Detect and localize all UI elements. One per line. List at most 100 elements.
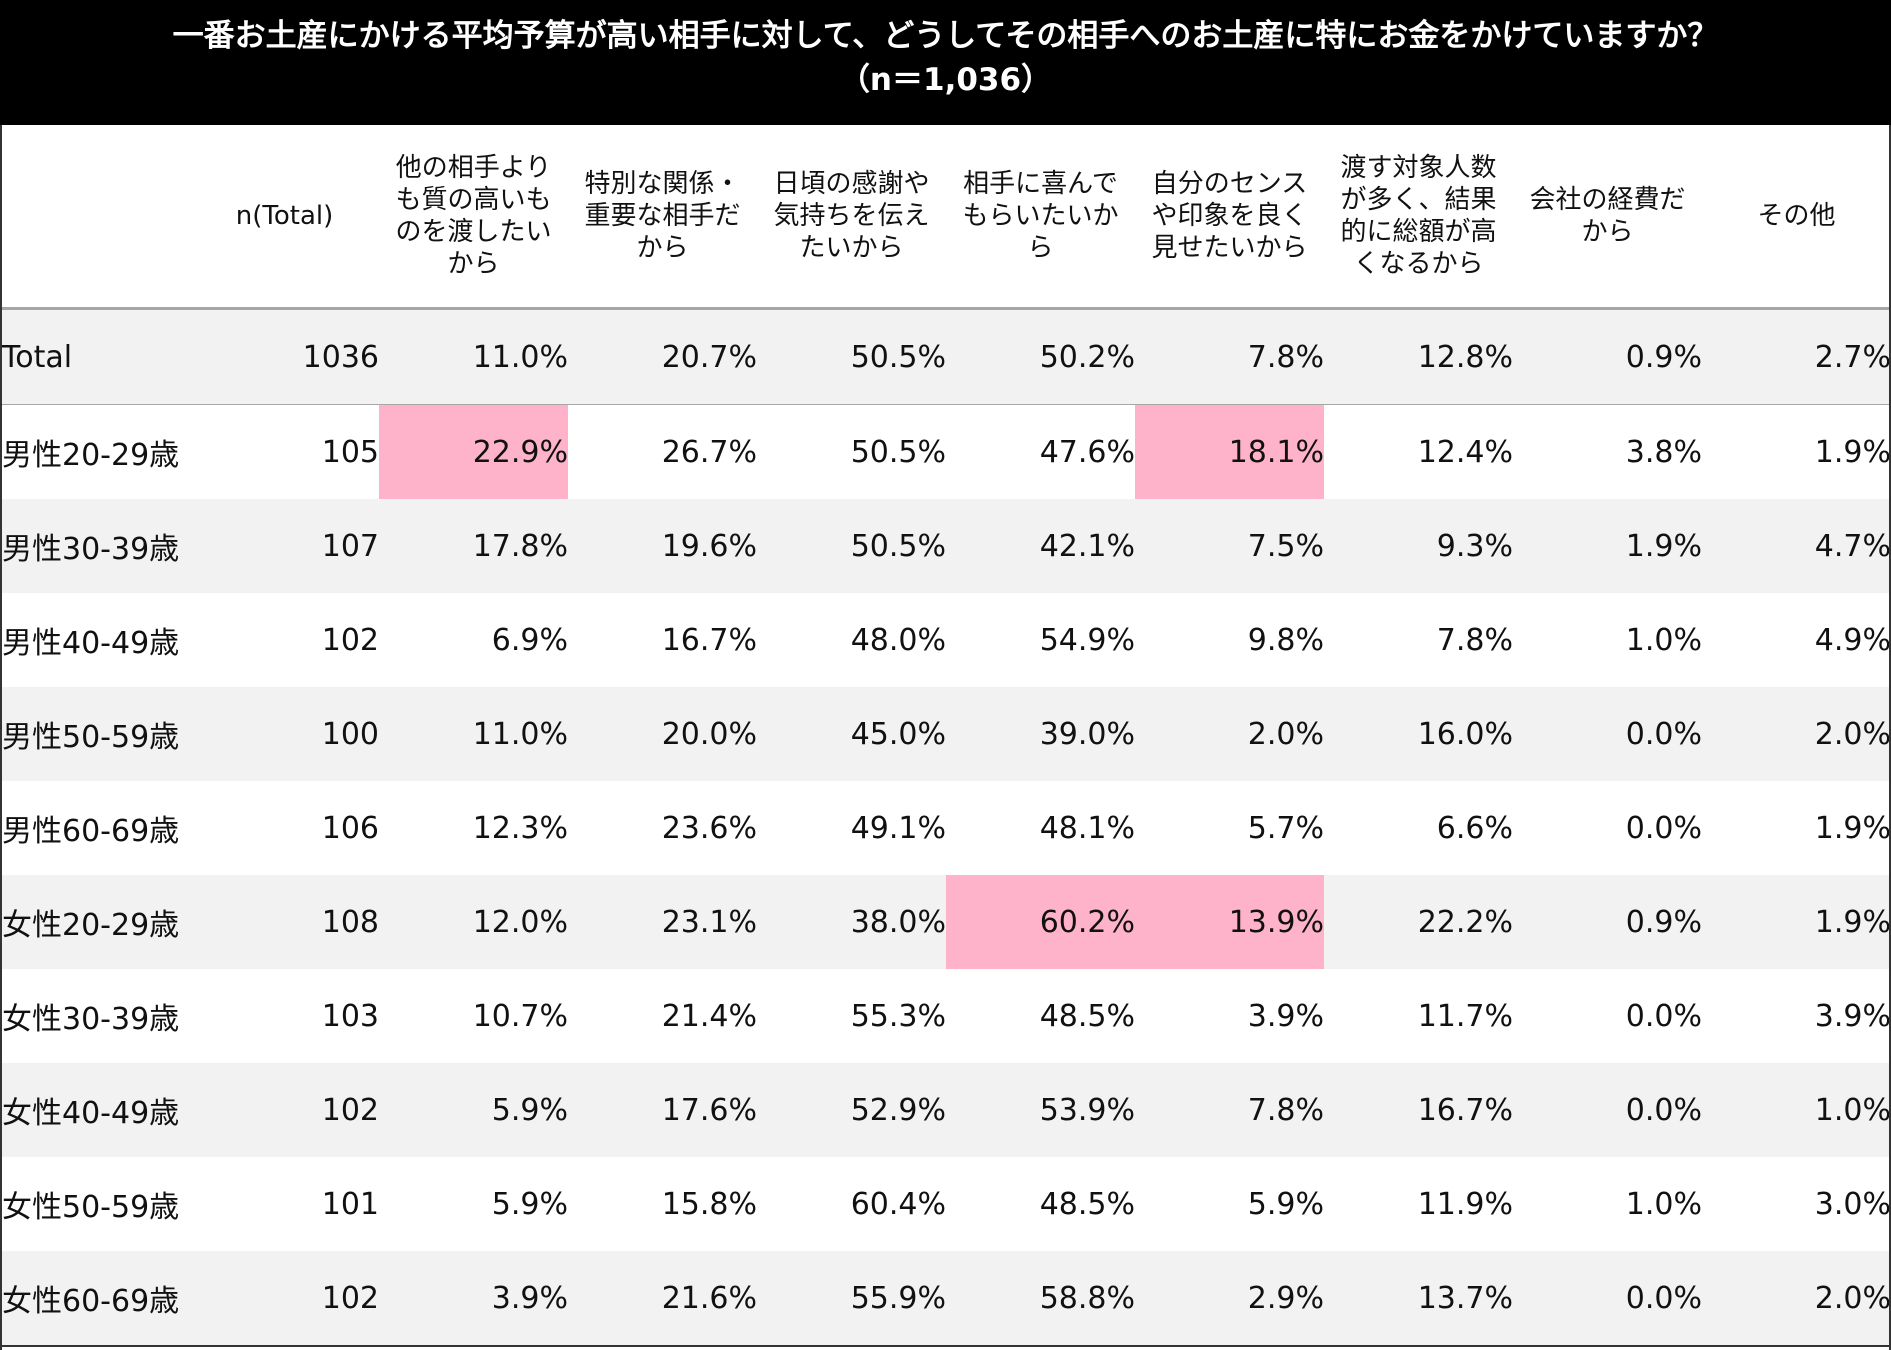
cell-value: 26.7%	[568, 404, 757, 499]
cell-value: 4.9%	[1702, 593, 1891, 687]
cell-value: 0.0%	[1513, 1063, 1702, 1157]
column-header-corner	[0, 125, 190, 310]
cell-value: 0.0%	[1513, 969, 1702, 1063]
cell-value: 1.0%	[1513, 593, 1702, 687]
cell-value-highlighted: 22.9%	[379, 404, 568, 499]
cell-n-total: 105	[190, 404, 379, 499]
cell-value: 16.0%	[1324, 687, 1513, 781]
cell-n-total: 102	[190, 593, 379, 687]
cell-value: 50.5%	[757, 308, 946, 405]
cell-value: 7.8%	[1324, 593, 1513, 687]
cell-value: 22.2%	[1324, 875, 1513, 969]
cell-n-total: 108	[190, 875, 379, 969]
chart-subtitle: （n＝1,036）	[838, 62, 1053, 98]
cell-value: 1.9%	[1702, 875, 1891, 969]
cell-n-total: 103	[190, 969, 379, 1063]
cell-value: 12.8%	[1324, 308, 1513, 405]
table-row: 女性30-39歳 103 10.7% 21.4% 55.3% 48.5% 3.9% 11.7%…	[0, 969, 1891, 1063]
table-frame-right	[1889, 125, 1891, 1350]
cell-value: 50.5%	[757, 499, 946, 593]
row-label: 男性20-29歳	[0, 404, 190, 499]
cell-value: 55.3%	[757, 969, 946, 1063]
cell-value: 11.9%	[1324, 1157, 1513, 1251]
cell-value: 11.0%	[379, 687, 568, 781]
cell-value: 48.0%	[757, 593, 946, 687]
cell-value: 39.0%	[946, 687, 1135, 781]
cell-value: 7.8%	[1135, 1063, 1324, 1157]
cell-value: 2.0%	[1702, 687, 1891, 781]
cell-value: 10.7%	[379, 969, 568, 1063]
cell-value: 12.3%	[379, 781, 568, 875]
cell-value: 11.0%	[379, 308, 568, 405]
cell-value: 52.9%	[757, 1063, 946, 1157]
cell-value: 47.6%	[946, 404, 1135, 499]
cell-value: 17.8%	[379, 499, 568, 593]
row-label: 男性40-49歳	[0, 593, 190, 687]
table-row: 男性50-59歳 100 11.0% 20.0% 45.0% 39.0% 2.0% 16.0%…	[0, 687, 1891, 781]
cell-value: 50.5%	[757, 404, 946, 499]
cell-value: 23.6%	[568, 781, 757, 875]
cell-value-highlighted: 13.9%	[1135, 875, 1324, 969]
cell-value: 60.4%	[757, 1157, 946, 1251]
cell-value: 3.9%	[1702, 969, 1891, 1063]
cell-value: 1.0%	[1513, 1157, 1702, 1251]
cell-value: 5.9%	[379, 1157, 568, 1251]
table-row: 女性50-59歳 101 5.9% 15.8% 60.4% 48.5% 5.9% 11.9% 1…	[0, 1157, 1891, 1251]
column-header-gratitude: 日頃の感謝や気持ちを伝えたいから	[757, 125, 946, 310]
cell-n-total: 102	[190, 1063, 379, 1157]
table-row: 男性30-39歳 107 17.8% 19.6% 50.5% 42.1% 7.5% 9.3% 1…	[0, 499, 1891, 593]
cell-value: 4.7%	[1702, 499, 1891, 593]
cell-value: 21.4%	[568, 969, 757, 1063]
cell-value: 0.9%	[1513, 308, 1702, 405]
table-row: 女性60-69歳 102 3.9% 21.6% 55.9% 58.8% 2.9% 13.7% 0…	[0, 1251, 1891, 1347]
cell-value: 20.0%	[568, 687, 757, 781]
table-row-total: Total 1036 11.0% 20.7% 50.5% 50.2% 7.8% 12.8% 0.…	[0, 308, 1891, 405]
row-label: 女性40-49歳	[0, 1063, 190, 1157]
cell-value-highlighted: 18.1%	[1135, 404, 1324, 499]
cell-value: 7.8%	[1135, 308, 1324, 405]
cell-n-total: 106	[190, 781, 379, 875]
column-header-other: その他	[1702, 125, 1891, 310]
cell-value: 42.1%	[946, 499, 1135, 593]
cell-value: 3.9%	[1135, 969, 1324, 1063]
row-label: 女性30-39歳	[0, 969, 190, 1063]
cell-value: 48.5%	[946, 969, 1135, 1063]
cell-value: 20.7%	[568, 308, 757, 405]
cell-n-total: 1036	[190, 308, 379, 405]
cell-value: 1.9%	[1513, 499, 1702, 593]
row-label: 女性50-59歳	[0, 1157, 190, 1251]
column-header-make-happy: 相手に喜んでもらいたいから	[946, 125, 1135, 310]
cell-value: 0.0%	[1513, 1251, 1702, 1347]
cell-value: 3.8%	[1513, 404, 1702, 499]
cell-value: 6.6%	[1324, 781, 1513, 875]
cell-value: 3.9%	[379, 1251, 568, 1347]
column-header-higher-quality: 他の相手よりも質の高いものを渡したいから	[379, 125, 568, 310]
column-header-many-recipients: 渡す対象人数が多く、結果的に総額が高くなるから	[1324, 125, 1513, 310]
cell-value: 2.0%	[1135, 687, 1324, 781]
cell-n-total: 107	[190, 499, 379, 593]
cell-value: 53.9%	[946, 1063, 1135, 1157]
row-label: 男性60-69歳	[0, 781, 190, 875]
row-label: Total	[0, 308, 190, 405]
cell-value: 7.5%	[1135, 499, 1324, 593]
row-label: 男性50-59歳	[0, 687, 190, 781]
cell-value: 45.0%	[757, 687, 946, 781]
cell-value: 5.9%	[1135, 1157, 1324, 1251]
cell-value: 17.6%	[568, 1063, 757, 1157]
row-label: 女性20-29歳	[0, 875, 190, 969]
title-bar: 一番お土産にかける平均予算が高い相手に対して、どうしてその相手へのお土産に特にお…	[0, 0, 1891, 125]
cell-n-total: 102	[190, 1251, 379, 1347]
header-row: n(Total) 他の相手よりも質の高いものを渡したいから 特別な関係・重要な相…	[0, 125, 1891, 310]
cell-value: 58.8%	[946, 1251, 1135, 1347]
chart-title: 一番お土産にかける平均予算が高い相手に対して、どうしてその相手へのお土産に特にお…	[172, 18, 1719, 54]
cell-value: 2.7%	[1702, 308, 1891, 405]
cell-value: 38.0%	[757, 875, 946, 969]
column-header-good-impression: 自分のセンスや印象を良く見せたいから	[1135, 125, 1324, 310]
cell-value: 6.9%	[379, 593, 568, 687]
table-row: 女性40-49歳 102 5.9% 17.6% 52.9% 53.9% 7.8% 16.7% 0…	[0, 1063, 1891, 1157]
cell-value: 19.6%	[568, 499, 757, 593]
cell-value: 0.9%	[1513, 875, 1702, 969]
cell-value: 9.8%	[1135, 593, 1324, 687]
column-header-n-total: n(Total)	[190, 125, 379, 310]
cell-n-total: 100	[190, 687, 379, 781]
